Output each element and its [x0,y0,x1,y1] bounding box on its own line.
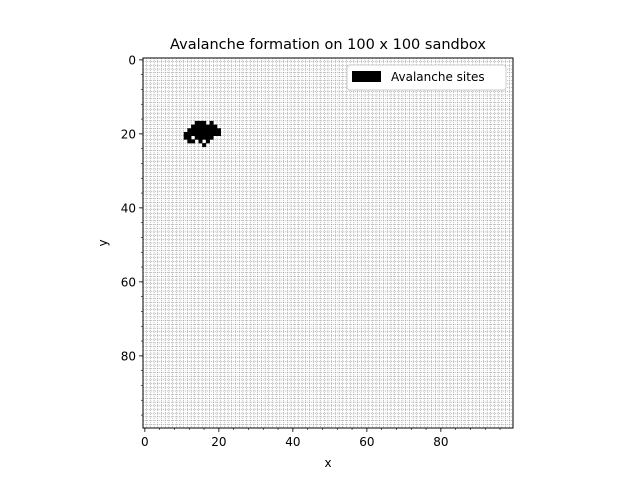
avalanche-cell [191,128,196,133]
avalanche-cell [183,135,188,140]
avalanche-cell [213,124,218,129]
chart-title: Avalanche formation on 100 x 100 sandbox [170,37,486,53]
avalanche-cell [209,135,214,140]
plot-frame [142,57,514,429]
avalanche-cell [198,139,203,144]
x-tick-label: 40 [285,435,300,449]
avalanche-cell [209,124,214,129]
avalanche-cell [202,143,207,148]
avalanche-cell [213,132,218,136]
y-tick-label: 0 [128,53,136,67]
y-axis-label: y [96,239,110,246]
avalanche-cells [183,120,221,148]
avalanche-cell [194,135,199,140]
avalanche-cell [194,124,199,129]
avalanche-cell [183,132,188,136]
avalanche-cell [191,124,196,129]
avalanche-cell [194,120,199,125]
avalanche-cell [205,128,210,133]
avalanche-cell [187,139,192,144]
avalanche-cell [205,135,210,140]
avalanche-cell [202,132,207,136]
x-axis: 0 20 40 60 80 [141,428,501,449]
avalanche-cell [205,124,210,129]
avalanche-cell [209,120,214,125]
avalanche-cell [187,135,192,140]
avalanche-cell [213,128,218,133]
avalanche-cell [187,132,192,136]
avalanche-cell [209,132,214,136]
avalanche-cell [194,132,199,136]
avalanche-cell [194,128,199,133]
x-tick-label: 0 [141,435,149,449]
plot-area [142,57,514,429]
y-tick-label: 20 [121,127,136,141]
avalanche-cell [202,120,207,125]
y-tick-label: 40 [121,201,136,215]
x-tick-label: 20 [211,435,226,449]
avalanche-cell [217,132,221,136]
x-tick-label: 60 [359,435,374,449]
avalanche-cell [198,120,203,125]
avalanche-cell [202,128,207,133]
avalanche-cell [198,128,203,133]
avalanche-cell [198,124,203,129]
avalanche-cell [191,132,196,136]
legend-label: Avalanche sites [391,70,485,84]
avalanche-cell [217,128,221,133]
avalanche-cell [205,132,210,136]
avalanche-cell [205,139,210,144]
legend-box [346,64,507,91]
y-tick-label: 60 [121,275,136,289]
avalanche-cell [202,135,207,140]
avalanche-cell [198,135,203,140]
avalanche-cell [198,132,203,136]
avalanche-cell [202,124,207,129]
avalanche-cell [209,128,214,133]
avalanche-cell [187,128,192,133]
x-axis-label: x [324,456,331,470]
y-axis: 0 20 40 60 80 [121,53,143,416]
avalanche-cell [191,139,196,144]
legend: Avalanche sites [346,64,507,91]
y-tick-label: 80 [121,349,136,363]
x-tick-label: 80 [433,435,448,449]
grid-lines [142,57,514,429]
legend-swatch [352,71,381,82]
